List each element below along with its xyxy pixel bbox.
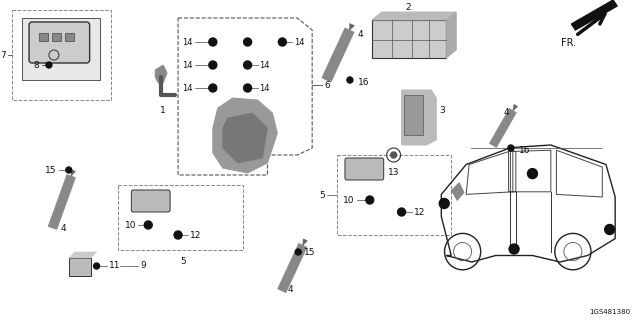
Circle shape [295,249,301,255]
Polygon shape [303,239,307,245]
Bar [12,10,111,100]
Text: 12: 12 [190,230,202,239]
Circle shape [144,221,152,229]
Polygon shape [213,98,277,173]
FancyBboxPatch shape [345,158,384,180]
Text: 10: 10 [125,220,136,229]
Text: 4: 4 [287,285,293,294]
Text: 14: 14 [259,84,270,92]
Text: 8: 8 [33,60,39,69]
Polygon shape [451,182,464,201]
Circle shape [244,61,252,69]
Text: FR.: FR. [561,38,575,48]
Text: 5: 5 [180,258,186,267]
Polygon shape [223,113,268,163]
Circle shape [439,198,449,209]
Text: 11: 11 [109,261,120,270]
Text: 5: 5 [319,190,325,199]
Text: 14: 14 [182,37,193,46]
Bar [65,33,74,41]
FancyBboxPatch shape [131,190,170,212]
Circle shape [508,145,514,151]
Polygon shape [490,109,516,147]
Text: 6: 6 [324,81,330,90]
Polygon shape [68,252,97,258]
Bar [372,20,446,58]
FancyBboxPatch shape [29,22,90,63]
Circle shape [366,196,374,204]
Text: 16: 16 [519,146,531,155]
Text: 13: 13 [388,167,399,177]
Polygon shape [156,65,167,85]
Bar [22,18,100,80]
Circle shape [397,208,406,216]
Circle shape [93,263,100,269]
Text: 7: 7 [1,51,6,60]
Polygon shape [322,28,354,82]
Text: 15: 15 [304,247,316,257]
Polygon shape [446,12,456,58]
Circle shape [66,167,72,173]
Circle shape [46,62,52,68]
Text: 4: 4 [358,29,364,38]
Text: 14: 14 [294,37,305,46]
Bar [68,258,91,276]
Text: 16: 16 [358,77,369,86]
Text: 10: 10 [344,196,355,204]
Bar [52,33,61,41]
Circle shape [244,38,252,46]
Circle shape [209,84,217,92]
Circle shape [527,169,538,179]
Polygon shape [572,0,617,30]
Polygon shape [71,170,76,176]
Polygon shape [401,90,436,145]
Bar [118,185,243,250]
Polygon shape [513,105,518,111]
Text: 3: 3 [439,106,445,115]
Text: 14: 14 [182,60,193,69]
Text: 2: 2 [406,3,412,12]
Bar [39,33,48,41]
Bar [337,155,451,235]
Text: 1: 1 [160,106,166,115]
Polygon shape [349,24,355,30]
Circle shape [605,225,614,235]
Polygon shape [48,175,76,229]
Polygon shape [278,244,307,292]
Circle shape [278,38,286,46]
Circle shape [209,61,217,69]
Text: 14: 14 [182,84,193,92]
Text: 12: 12 [413,207,425,217]
Text: 14: 14 [259,60,270,69]
Circle shape [209,38,217,46]
Text: 15: 15 [45,165,57,174]
Text: 4: 4 [61,223,67,233]
Circle shape [509,244,519,254]
Bar [404,95,424,135]
Circle shape [390,152,397,158]
Text: 4: 4 [503,108,509,116]
Polygon shape [372,12,456,20]
Circle shape [174,231,182,239]
Text: 9: 9 [140,261,146,270]
Circle shape [244,84,252,92]
Circle shape [347,77,353,83]
Text: 1GS481380: 1GS481380 [589,309,630,315]
